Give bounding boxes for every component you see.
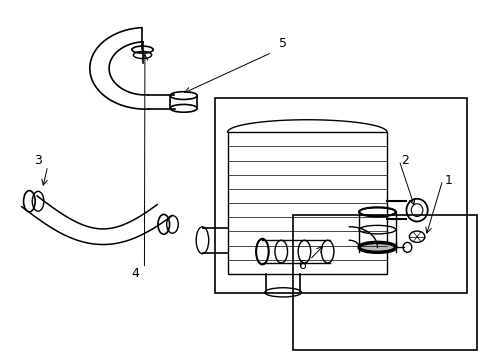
Bar bbox=[292, 215, 476, 350]
Text: 1: 1 bbox=[444, 174, 452, 186]
Ellipse shape bbox=[406, 199, 427, 221]
Ellipse shape bbox=[358, 242, 395, 252]
Bar bbox=[227, 132, 386, 274]
Bar bbox=[215, 99, 466, 293]
Text: 2: 2 bbox=[401, 154, 408, 167]
Text: 4: 4 bbox=[131, 267, 139, 280]
Text: 6: 6 bbox=[297, 258, 305, 271]
Ellipse shape bbox=[408, 231, 424, 242]
Text: 3: 3 bbox=[34, 154, 42, 167]
Text: 5: 5 bbox=[279, 37, 287, 50]
Ellipse shape bbox=[402, 242, 411, 252]
